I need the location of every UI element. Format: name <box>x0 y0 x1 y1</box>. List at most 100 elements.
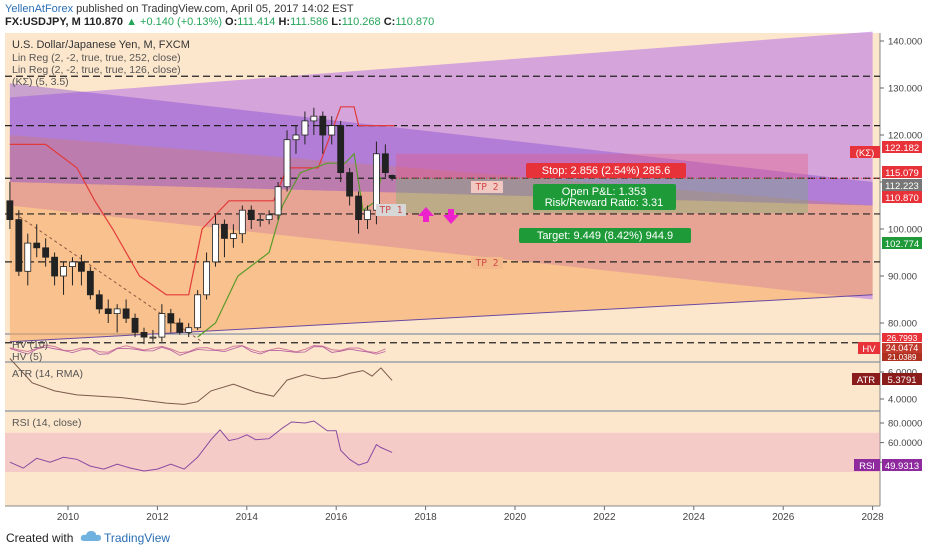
atr-tag: ATR <box>857 375 875 386</box>
price-tag-110: 110.870 <box>885 193 919 204</box>
rsi-value: 49.9313 <box>885 461 919 472</box>
candle-body <box>328 125 336 136</box>
price-tag-102: 102.774 <box>885 239 919 250</box>
rsi-tick-label: 80.0000 <box>888 419 922 430</box>
candle-body <box>292 134 300 141</box>
candle-body <box>364 209 371 220</box>
legend-main: U.S. Dollar/Japanese Yen, M, FXCM <box>12 39 190 51</box>
candle-body <box>185 327 193 333</box>
candle-body <box>86 270 94 296</box>
change-value: +0.140 (+0.13%) <box>140 16 222 28</box>
candle-body <box>33 242 41 249</box>
price-tick-label: 100.000 <box>888 225 922 236</box>
candle-body <box>158 313 166 338</box>
created-with-label: Created with <box>6 531 74 545</box>
rsi-band <box>5 432 880 472</box>
atr-title: ATR (14, RMA) <box>12 368 83 380</box>
atr-pane-bg <box>5 363 880 410</box>
candle-body <box>24 242 32 272</box>
candle-body <box>51 256 58 277</box>
tradingview-cloud-icon <box>80 531 101 541</box>
indicator-lines <box>5 106 880 472</box>
candle-body <box>60 266 67 277</box>
candle-body <box>149 336 157 339</box>
trailing-stop-line <box>197 152 382 338</box>
candle-body <box>104 308 112 314</box>
time-tick-label: 2024 <box>683 512 706 523</box>
candle-body <box>6 200 14 221</box>
hv-value-1: 26.7993 <box>887 333 918 343</box>
atr-line <box>9 358 393 405</box>
time-tick-label: 2014 <box>236 512 259 523</box>
author-link[interactable]: YellenAtForex <box>5 3 74 15</box>
candle-body <box>247 209 255 220</box>
candle-body <box>301 120 309 136</box>
tag-122-bg <box>882 141 922 153</box>
stop-label-bg <box>526 163 686 178</box>
tag-102-bg <box>882 237 922 249</box>
candle-body <box>15 219 23 272</box>
candle-body <box>319 115 327 136</box>
candle-body <box>122 308 130 319</box>
time-axis[interactable]: 2010 2012 2014 2016 2018 2020 2022 2024 2026 2028 <box>5 505 884 523</box>
low-label: L: <box>331 16 342 28</box>
time-tick-label: 2010 <box>57 512 80 523</box>
chart-area[interactable]: U.S. Dollar/Japanese Yen, M, FXCM Lin Re… <box>0 30 932 524</box>
publish-line: YellenAtForex published on TradingView.c… <box>5 3 354 15</box>
candle-body <box>95 294 103 310</box>
candle-body <box>256 219 264 222</box>
atr-value: 5.3791 <box>887 375 916 386</box>
rsi-tag-bg <box>854 459 880 471</box>
tp2-top-label: TP 2 <box>476 182 499 193</box>
hv-tag-bg <box>858 342 880 354</box>
price-tick-label: 130.000 <box>888 84 922 95</box>
time-tick-label: 2020 <box>504 512 527 523</box>
legend-ksigma: (KΣ) (5, 3.5) <box>12 76 69 88</box>
rsi-tick-label: 60.0000 <box>888 438 922 449</box>
candle-body <box>194 294 202 329</box>
hv-tag: HV <box>862 344 876 355</box>
candle-body <box>78 261 85 272</box>
ksigma-line <box>9 106 395 296</box>
candle-body <box>388 175 396 179</box>
tradingview-link[interactable]: TradingView <box>104 531 171 545</box>
price-tag-122: 122.182 <box>885 143 919 154</box>
footer: Created with TradingView <box>0 524 932 550</box>
candle-body <box>212 223 219 263</box>
candle-body <box>346 172 354 197</box>
hv-value-3: 21.0389 <box>888 353 917 362</box>
tp2-top-bg <box>471 181 503 193</box>
risk-reward-label: Risk/Reward Ratio: 3.31 <box>545 197 664 209</box>
candle-body <box>310 115 318 122</box>
candle-body <box>176 322 184 333</box>
atr-tick-label: 4.0000 <box>888 395 917 406</box>
candle-body <box>355 195 362 221</box>
rsi-pane-bg <box>5 412 880 506</box>
open-pl-label: Open P&L: 1.353 <box>562 186 646 198</box>
ksigma-axis-tag: (KΣ) <box>856 148 875 159</box>
hv-value-2: 24.0474 <box>886 343 919 353</box>
symbol-label: FX:USDJPY, M <box>5 16 81 28</box>
candle-body <box>283 139 291 188</box>
candle-body <box>337 125 345 173</box>
atr-value-bg <box>882 373 922 385</box>
open-value: 111.414 <box>237 16 276 28</box>
price-tick-label: 90.000 <box>888 272 917 283</box>
candle-body <box>203 261 210 296</box>
time-tick-label: 2016 <box>325 512 348 523</box>
price-tick-label: 120.000 <box>888 131 922 142</box>
candle-body <box>229 233 237 239</box>
price-tick-label: 140.000 <box>888 37 922 48</box>
candle-body <box>113 308 121 314</box>
candle-body <box>69 261 76 267</box>
hv-title: HV (10) <box>12 339 48 351</box>
hv-tag1-bg <box>882 333 922 342</box>
time-tick-label: 2028 <box>861 512 884 523</box>
last-price: 110.870 <box>83 16 124 28</box>
candle-body <box>265 214 273 220</box>
candle-body <box>140 331 148 338</box>
candle-body <box>131 317 139 333</box>
candle-body <box>221 223 228 239</box>
time-tick-label: 2026 <box>772 512 795 523</box>
atr-tag-bg <box>852 373 880 385</box>
